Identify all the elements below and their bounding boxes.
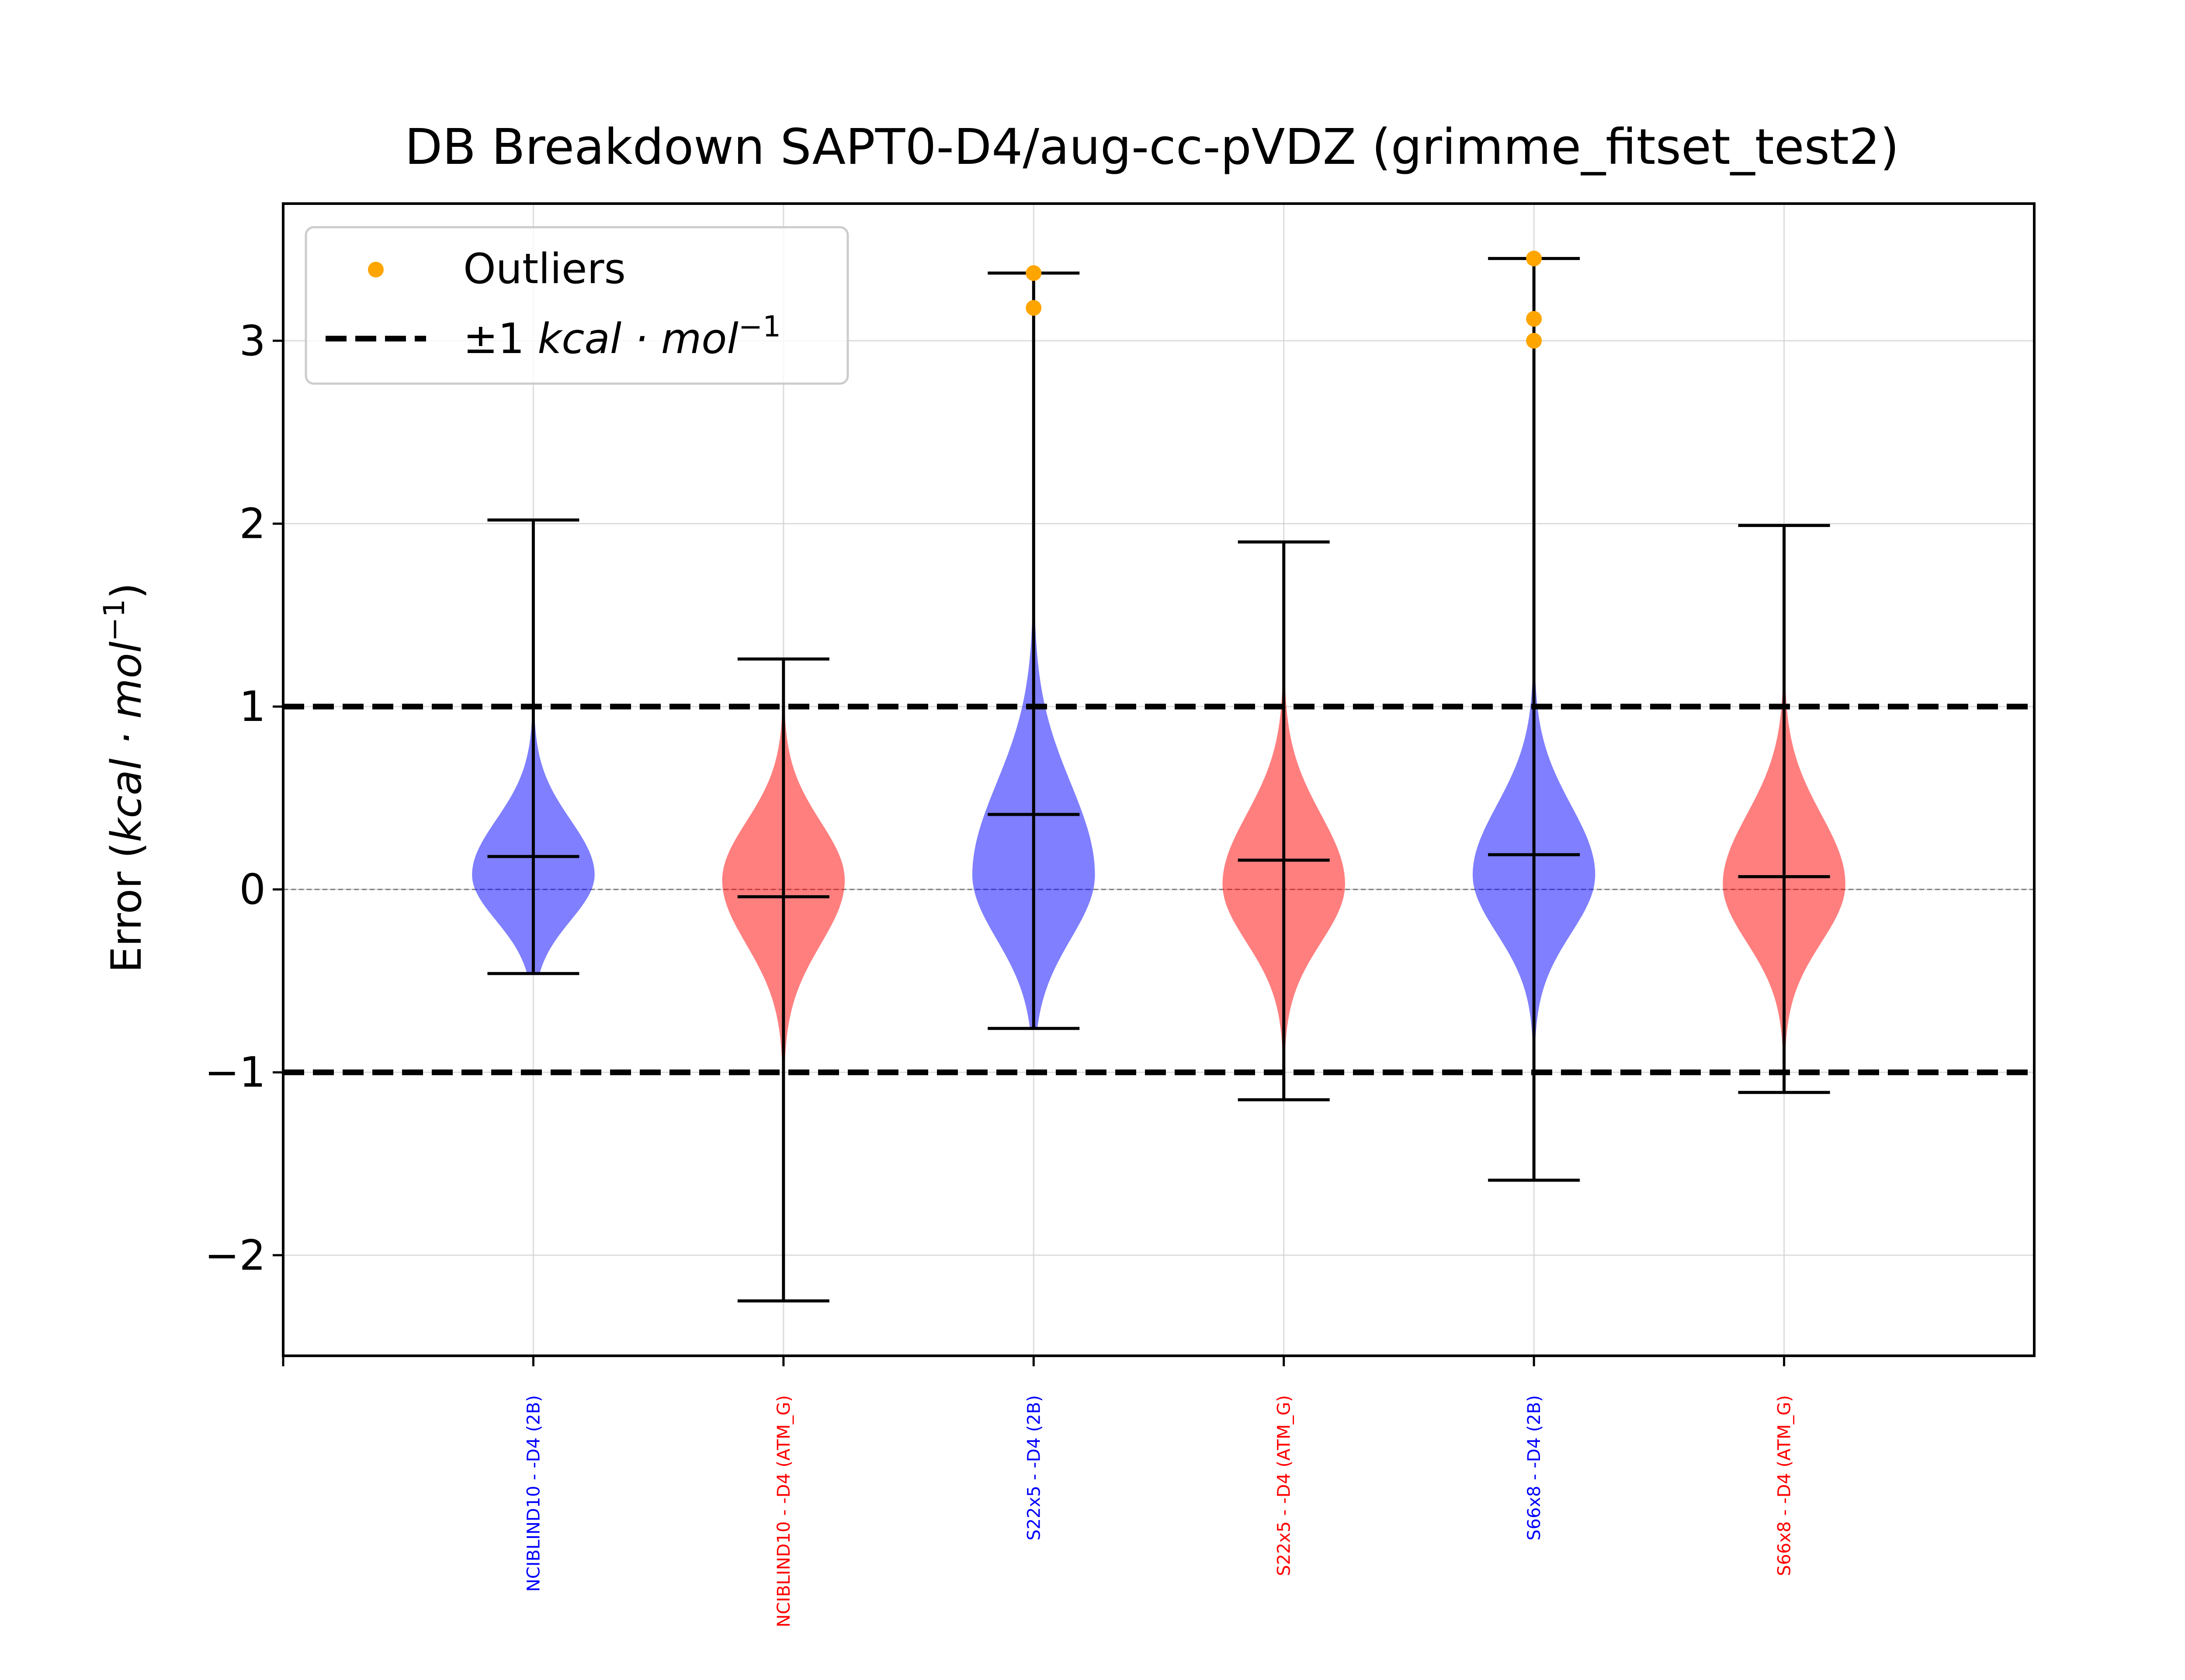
y-tick-label: 0 xyxy=(239,866,266,914)
x-tick-label: S66x8 - -D4 (2B) xyxy=(1524,1395,1544,1541)
outlier-point xyxy=(1026,300,1042,316)
y-tick-label: 1 xyxy=(239,683,266,731)
legend-outlier-marker xyxy=(368,262,384,277)
y-tick-label: 2 xyxy=(239,500,266,548)
chart-title: DB Breakdown SAPT0-D4/aug-cc-pVDZ (grimm… xyxy=(405,119,1899,176)
plot-layer xyxy=(283,250,2034,1302)
legend-lines-label-math: kcal · mol xyxy=(538,315,739,363)
y-tick-label: −1 xyxy=(205,1049,266,1097)
y-tick-label: 3 xyxy=(239,317,266,365)
y-axis-label-sup: −1 xyxy=(97,599,131,641)
outlier-point xyxy=(1526,333,1542,349)
y-axis-label: Error (kcal · mol−1) xyxy=(97,583,151,973)
legend-lines-label-prefix: ±1 xyxy=(463,315,538,363)
outlier-point xyxy=(1526,311,1542,327)
legend-box xyxy=(305,226,849,385)
x-tick-label: NCIBLIND10 - -D4 (2B) xyxy=(524,1395,544,1592)
x-tick-label: S22x5 - -D4 (ATM_G) xyxy=(1274,1395,1294,1576)
axes-layer: −2 −1 0 1 2 3 NCIBLIND10 - -D4 (2B) NCIBLIND10 … xyxy=(205,202,2036,1627)
outlier-point xyxy=(1026,265,1042,281)
svg-text:Error (kcal · mol−1): Error (kcal · mol−1) xyxy=(97,583,151,973)
y-tick-label: −2 xyxy=(205,1232,266,1280)
y-axis-label-close: ) xyxy=(103,583,151,599)
y-axis-label-text: Error ( xyxy=(103,842,151,973)
outlier-point xyxy=(1526,250,1542,267)
x-tick-label: S66x8 - -D4 (ATM_G) xyxy=(1775,1395,1795,1576)
legend-lines-label: ±1 kcal · mol−1 xyxy=(463,310,781,364)
legend: Outliers ±1 kcal · mol−1 xyxy=(305,226,849,385)
legend-lines-label-sup: −1 xyxy=(739,310,781,343)
x-tick-label: NCIBLIND10 - -D4 (ATM_G) xyxy=(774,1395,794,1627)
y-axis-label-math: kcal · mol xyxy=(103,641,151,842)
legend-outliers-label: Outliers xyxy=(463,245,626,293)
x-tick-label: S22x5 - -D4 (2B) xyxy=(1024,1395,1044,1541)
plot-frame xyxy=(282,202,2036,1357)
